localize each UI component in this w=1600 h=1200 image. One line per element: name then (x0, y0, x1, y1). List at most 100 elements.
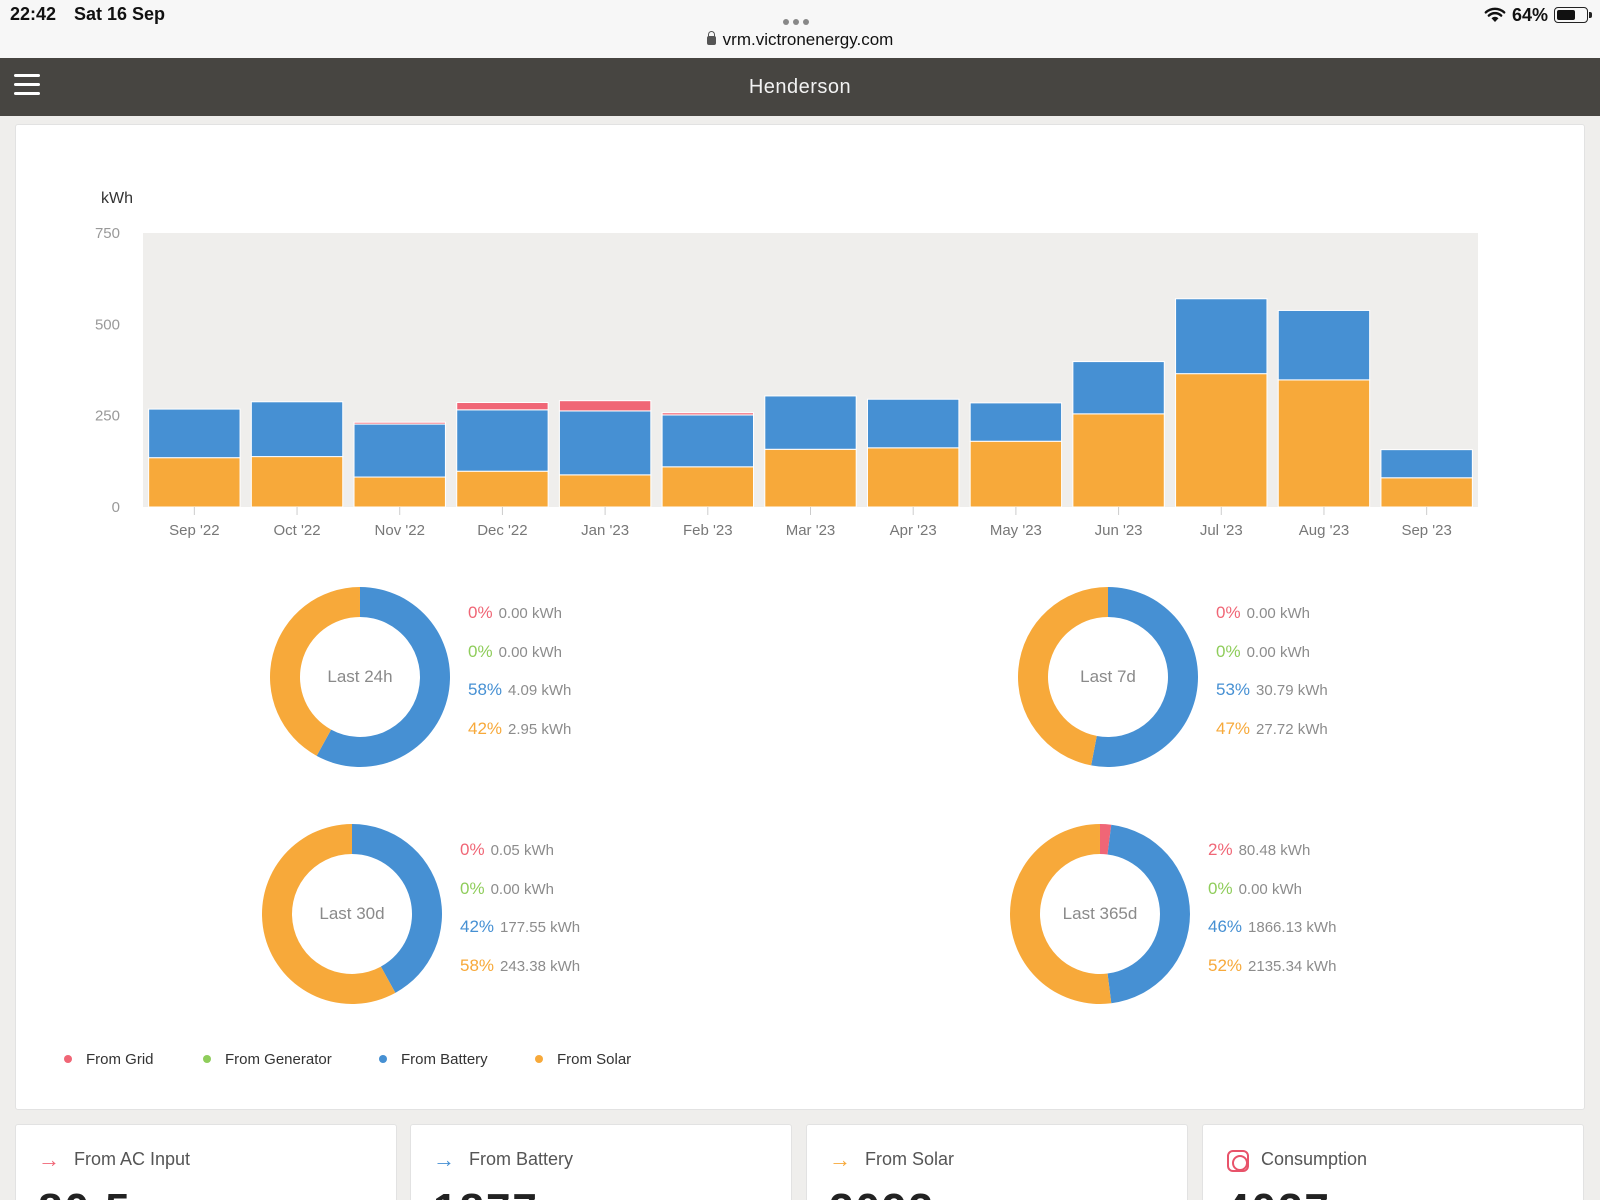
stat-row-generator: 0% 0.00 kWh (460, 879, 580, 918)
stat-kwh: 177.55 kWh (500, 919, 581, 936)
bar-from-solar[interactable] (1175, 373, 1268, 508)
donut-slice-solar[interactable] (262, 824, 396, 1004)
stat-card-consumption[interactable]: Consumption 4027 (1202, 1124, 1584, 1200)
stat-percent: 47% (1216, 718, 1251, 738)
bar-from-solar[interactable] (866, 447, 960, 508)
bar-from-battery[interactable] (558, 410, 652, 476)
donut-chart[interactable] (270, 587, 450, 767)
bar-from-battery[interactable] (866, 398, 960, 449)
donut-slice-battery[interactable] (352, 824, 442, 993)
legend-label: From Battery (401, 1050, 488, 1068)
donut-chart[interactable] (1010, 824, 1190, 1004)
legend-item-battery[interactable]: From Battery (379, 1051, 535, 1068)
donut-slice-battery[interactable] (1107, 824, 1190, 1004)
bar-from-solar[interactable] (764, 448, 857, 508)
x-tick-label: Oct '22 (274, 522, 321, 539)
stat-row-generator: 0% 0.00 kWh (468, 642, 571, 681)
donut-center-label: Last 365d (1062, 904, 1138, 923)
bar-from-battery[interactable] (764, 395, 857, 450)
bar-from-solar[interactable] (1072, 413, 1165, 508)
stat-card-title: From Solar (865, 1149, 955, 1169)
stat-percent: 58% (460, 955, 495, 975)
legend-label: From Grid (86, 1050, 154, 1068)
stat-row-battery: 42% 177.55 kWh (460, 917, 580, 956)
stat-row-grid: 2% 80.48 kWh (1208, 840, 1336, 879)
stat-percent: 58% (468, 680, 503, 699)
bar-from-battery[interactable] (661, 414, 755, 468)
legend-item-generator[interactable]: From Generator (203, 1051, 379, 1068)
stat-row-generator: 0% 0.00 kWh (1216, 642, 1328, 681)
donut-slice-solar[interactable] (1010, 824, 1112, 1004)
bar-from-solar[interactable] (1277, 379, 1371, 508)
bar-from-battery[interactable] (353, 423, 446, 478)
bar-from-solar[interactable] (1380, 477, 1473, 508)
stat-kwh: 0.00 kWh (1246, 605, 1310, 622)
bar-from-solar[interactable] (456, 470, 549, 508)
donut-slice-battery[interactable] (316, 587, 450, 767)
legend-label: From Generator (225, 1050, 332, 1068)
bar-from-grid[interactable] (353, 421, 446, 425)
bar-from-grid[interactable] (558, 400, 652, 412)
stat-kwh: 2135.34 kWh (1248, 957, 1337, 975)
donut-stats: 2% 80.48 kWh 0% 0.00 kWh 46% 1866.13 kWh 52% 21… (1208, 840, 1336, 994)
donut-slice-solar[interactable] (270, 587, 360, 756)
bar-from-grid[interactable] (456, 402, 549, 411)
stat-kwh: 0.00 kWh (490, 880, 554, 898)
legend-item-grid[interactable]: From Grid (64, 1051, 203, 1068)
more-dots-icon[interactable] (783, 12, 817, 25)
stat-card-from-battery[interactable]: → From Battery 1877 (410, 1124, 792, 1200)
address-bar[interactable]: vrm.victronenergy.com (0, 30, 1600, 50)
bar-from-battery[interactable] (250, 401, 344, 458)
page-title: Henderson (748, 76, 852, 98)
donut-slice-grid[interactable] (1100, 824, 1112, 855)
stat-percent: 0% (460, 878, 485, 898)
monthly-energy-chart: kWh 0 250 500 750 Sep '22 Oct '22 Nov '22 Dec '2… (95, 190, 1478, 539)
stat-percent: 46% (1208, 917, 1243, 936)
bar-from-battery[interactable] (1072, 361, 1165, 415)
bar-from-solar[interactable] (353, 476, 446, 508)
bar-from-grid[interactable] (661, 412, 755, 416)
donut-slice-solar[interactable] (1018, 587, 1108, 766)
bar-from-battery[interactable] (456, 409, 549, 472)
x-tick-label: Apr '23 (890, 522, 937, 539)
x-tick-label: Sep '23 (1401, 522, 1451, 539)
battery-percent: 64% (1511, 4, 1548, 25)
bar-from-solar[interactable] (558, 474, 652, 508)
x-tick-label: Jan '23 (581, 522, 629, 539)
stat-row-solar: 52% 2135.34 kWh (1208, 956, 1336, 995)
bar-from-battery[interactable] (148, 408, 241, 459)
donut-slice-battery[interactable] (1091, 587, 1198, 767)
stat-kwh: 27.72 kWh (1256, 720, 1328, 738)
legend-dot-icon (203, 1055, 211, 1063)
status-right: 64% (1484, 4, 1592, 26)
stat-card-title: Consumption (1261, 1149, 1368, 1169)
bar-from-battery[interactable] (1277, 309, 1371, 381)
donut-chart[interactable] (1018, 587, 1198, 767)
x-tick-label: Aug '23 (1299, 522, 1349, 539)
stat-row-battery: 58% 4.09 kWh (468, 680, 571, 719)
legend-dot-icon (64, 1055, 72, 1063)
stat-card-from-solar[interactable]: → From Solar 2092 (806, 1124, 1188, 1200)
x-tick-label: Jul '23 (1200, 522, 1243, 539)
y-tick-label: 500 (95, 316, 120, 333)
x-tick-label: Mar '23 (786, 522, 836, 539)
bar-from-battery[interactable] (969, 402, 1063, 442)
bar-from-battery[interactable] (1175, 298, 1268, 375)
hamburger-menu-icon[interactable] (14, 74, 40, 96)
battery-icon (1554, 7, 1592, 23)
bar-from-battery[interactable] (1380, 449, 1473, 479)
y-tick-label: 250 (95, 408, 120, 425)
y-tick-label: 0 (112, 499, 120, 516)
status-date: Sat 16 Sep (74, 4, 166, 24)
bar-from-solar[interactable] (969, 440, 1063, 508)
donut-chart[interactable] (262, 824, 442, 1004)
stat-percent: 53% (1216, 680, 1251, 699)
bar-from-solar[interactable] (148, 457, 241, 508)
bar-from-solar[interactable] (250, 456, 344, 508)
bar-from-solar[interactable] (661, 466, 755, 508)
x-tick-label: Feb '23 (683, 522, 733, 539)
stat-percent: 0% (1216, 641, 1241, 661)
stat-card-from-ac-input[interactable]: → From AC Input 80.5 (15, 1124, 397, 1200)
legend-item-solar[interactable]: From Solar (535, 1051, 655, 1068)
plug-icon (1227, 1150, 1249, 1172)
